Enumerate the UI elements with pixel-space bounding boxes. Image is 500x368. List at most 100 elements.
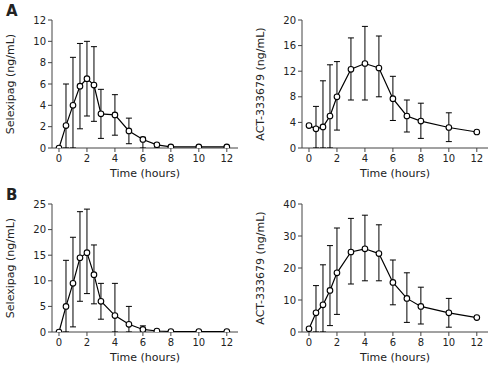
y-tick	[48, 332, 52, 333]
error-bar	[348, 38, 354, 100]
x-tick-label: 4	[362, 153, 368, 164]
data-point	[140, 327, 146, 332]
y-axis-line	[302, 20, 303, 148]
x-tick	[476, 332, 477, 336]
error-bar	[362, 215, 368, 281]
data-point	[320, 124, 326, 130]
x-tick-label: 0	[306, 337, 312, 348]
data-point	[98, 298, 104, 304]
panel: 024681012048121620Time (hours)ACT-333679…	[254, 15, 488, 181]
x-tick	[226, 148, 227, 152]
y-tick-label: 40	[283, 199, 296, 210]
x-axis-label: Time (hours)	[109, 351, 180, 364]
y-tick	[48, 204, 52, 205]
error-bar	[348, 218, 354, 284]
data-point	[390, 280, 396, 286]
plot-area	[306, 26, 480, 148]
data-point	[306, 123, 312, 129]
data-point	[196, 144, 202, 148]
panel: A024681012024681012Time (hours)Selexipag…	[4, 2, 238, 180]
x-tick	[392, 332, 393, 336]
y-tick-label: 0	[290, 327, 296, 338]
x-axis-line	[302, 332, 488, 333]
x-tick-label: 12	[470, 337, 483, 348]
data-point	[418, 304, 424, 310]
data-point	[126, 128, 132, 134]
y-tick	[298, 268, 302, 269]
x-tick	[448, 332, 449, 336]
error-bar	[362, 26, 368, 100]
x-tick	[142, 332, 143, 336]
x-tick	[142, 148, 143, 152]
y-tick	[298, 20, 302, 21]
data-point	[112, 112, 118, 118]
data-point	[306, 326, 312, 332]
data-point	[474, 129, 480, 135]
error-bar	[98, 283, 104, 319]
y-tick	[48, 126, 52, 127]
x-tick-label: 2	[334, 153, 340, 164]
data-point	[327, 288, 333, 294]
data-point	[390, 96, 396, 102]
error-bar	[63, 260, 69, 332]
x-tick-label: 12	[470, 153, 483, 164]
x-tick-label: 6	[140, 337, 146, 348]
x-tick-label: 4	[362, 337, 368, 348]
y-tick-label: 0	[40, 327, 46, 338]
data-point	[404, 296, 410, 302]
x-tick	[198, 332, 199, 336]
y-tick-label: 0	[40, 143, 46, 154]
panel-label: B	[6, 186, 17, 204]
data-point	[362, 246, 368, 252]
data-point	[334, 270, 340, 276]
y-tick-label: 5	[40, 301, 46, 312]
error-bar	[91, 47, 97, 122]
y-tick-label: 30	[283, 231, 296, 242]
x-tick	[420, 148, 421, 152]
y-tick	[298, 122, 302, 123]
y-axis-line	[52, 204, 53, 332]
data-point	[140, 137, 146, 143]
x-tick	[448, 148, 449, 152]
y-tick	[48, 280, 52, 281]
y-tick-label: 0	[290, 143, 296, 154]
error-bar	[140, 137, 146, 148]
data-point	[320, 302, 326, 308]
data-point	[404, 113, 410, 119]
data-point	[168, 329, 174, 332]
data-point	[313, 310, 319, 316]
data-point	[362, 61, 368, 67]
x-tick	[58, 148, 59, 152]
error-bar	[418, 287, 424, 324]
y-tick	[298, 236, 302, 237]
data-point	[56, 145, 62, 148]
x-tick-label: 0	[56, 337, 62, 348]
y-tick-label: 8	[290, 91, 296, 102]
plot-area	[56, 209, 230, 332]
plot-area	[306, 215, 480, 332]
error-bar	[320, 265, 326, 332]
x-tick	[392, 148, 393, 152]
panel-label: A	[6, 2, 18, 20]
data-point	[63, 123, 69, 129]
y-tick	[48, 148, 52, 149]
y-tick-label: 16	[283, 40, 296, 51]
y-axis-label: Selexipag (ng/mL)	[4, 218, 17, 318]
y-tick-label: 10	[33, 36, 46, 47]
error-bar	[446, 113, 452, 142]
x-tick-label: 0	[306, 153, 312, 164]
y-axis-label: ACT-333679 (ng/mL)	[254, 211, 267, 324]
panel: 024681012010203040Time (hours)ACT-333679…	[254, 199, 488, 365]
data-point	[224, 329, 230, 332]
x-tick	[420, 332, 421, 336]
error-bar	[98, 89, 104, 138]
data-point	[70, 103, 76, 109]
y-tick-label: 25	[33, 199, 46, 210]
data-point	[446, 310, 452, 316]
x-tick-label: 6	[390, 153, 396, 164]
error-bar	[63, 84, 69, 148]
x-tick	[170, 332, 171, 336]
y-tick	[298, 148, 302, 149]
error-bar	[334, 228, 340, 314]
x-tick	[114, 332, 115, 336]
